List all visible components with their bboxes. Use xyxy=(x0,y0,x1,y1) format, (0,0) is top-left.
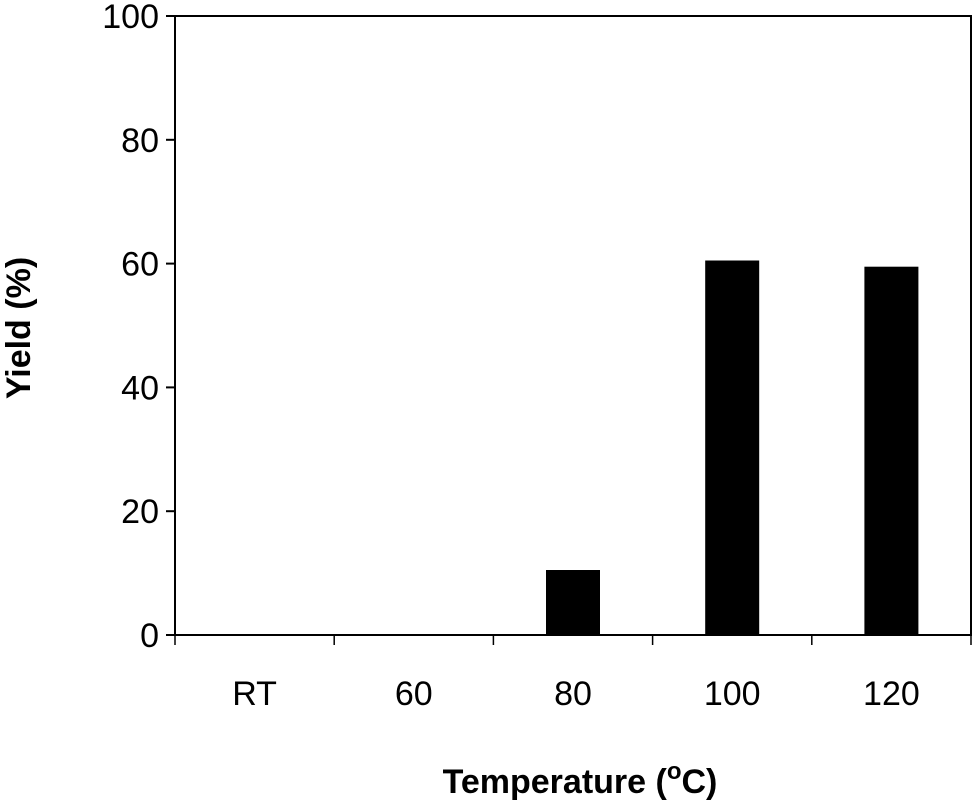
x-axis-title-superscript: o xyxy=(667,758,682,785)
bars xyxy=(546,260,919,635)
y-tick-label: 20 xyxy=(121,493,159,531)
x-tick-label: 60 xyxy=(395,675,433,713)
plot-frame xyxy=(174,15,972,636)
y-tick-label: 60 xyxy=(121,246,159,284)
x-axis-ticks: RT 60 80 100 120 xyxy=(174,635,972,713)
y-tick-label: 0 xyxy=(140,617,159,655)
y-tick-label: 40 xyxy=(121,369,159,407)
y-axis-title: Yield (%) xyxy=(0,257,38,399)
x-axis-title-main: Temperature ( xyxy=(443,763,668,801)
x-tick-label: 80 xyxy=(554,675,592,713)
x-tick-label: 120 xyxy=(863,675,920,713)
y-tick-label: 100 xyxy=(102,0,159,36)
plot-area-border xyxy=(174,15,972,636)
x-tick-label: 100 xyxy=(704,675,761,713)
y-tick-label: 80 xyxy=(121,122,159,160)
x-tick-label: RT xyxy=(232,675,277,713)
y-axis-ticks: 0 20 40 60 80 100 xyxy=(102,0,175,655)
bar xyxy=(705,260,760,635)
x-axis-title-tail: C) xyxy=(682,763,718,801)
x-axis-title: Temperature (oC) xyxy=(443,758,718,801)
bar xyxy=(864,266,919,635)
bar xyxy=(546,570,600,635)
